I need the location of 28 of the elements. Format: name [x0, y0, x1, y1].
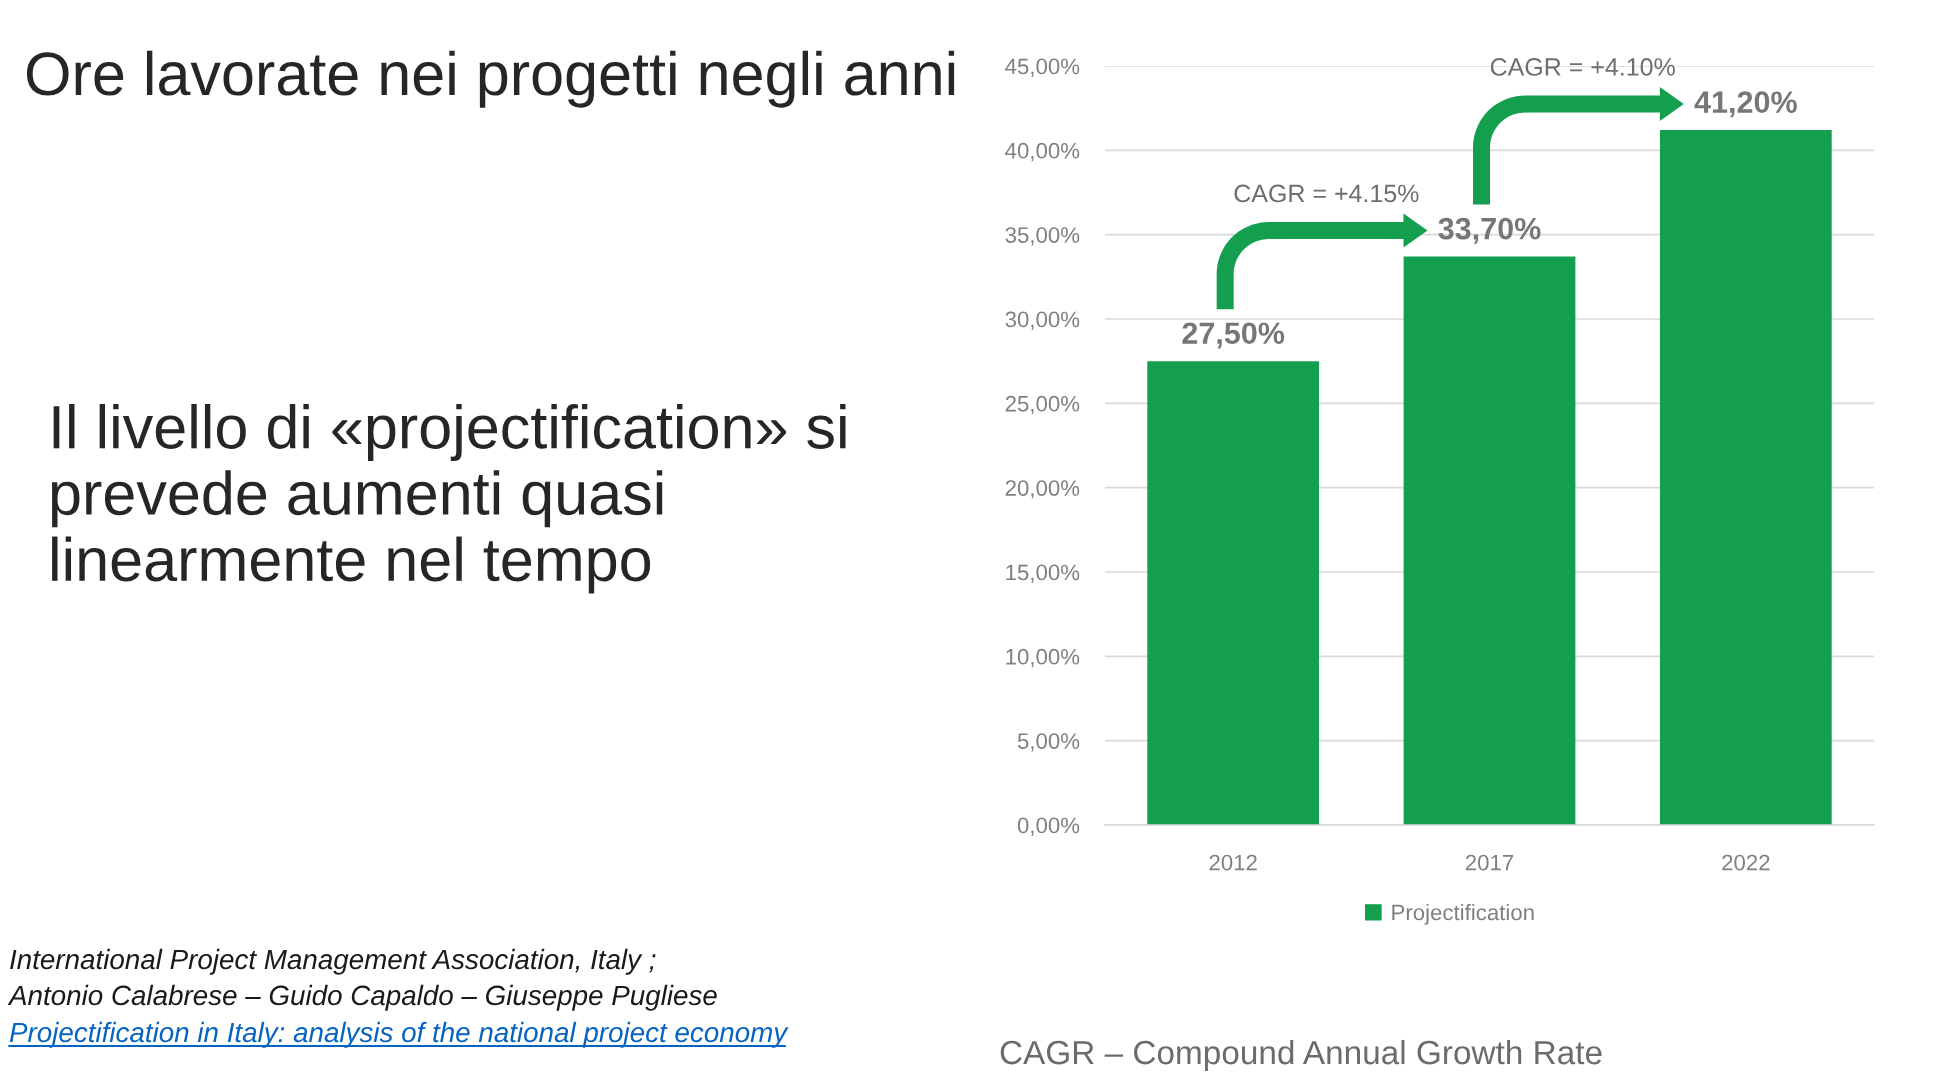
- bar: [1659, 130, 1832, 825]
- y-tick-label: 30,00%: [1005, 311, 1080, 330]
- y-tick-label: 5,00%: [1017, 733, 1080, 752]
- text: CAGR – Compound Annual Growth Rate: [1000, 1039, 1602, 1071]
- x-tick-label: 2012: [1209, 854, 1257, 871]
- y-tick-label: 0,00%: [1017, 817, 1080, 836]
- bar: [1147, 361, 1320, 825]
- text: International Project Management Association, Italy ;: [10, 948, 656, 975]
- y-tick-label: 15,00%: [1006, 564, 1080, 583]
- text: Il livello di «projectification» si prevede aumenti quasi linearmente nel tempo: [51, 404, 846, 594]
- text: Ore lavorate nei progetti negli anni: [26, 50, 955, 108]
- data-label: 41,20%: [1694, 91, 1797, 118]
- bar: [1403, 256, 1576, 825]
- annotation: CAGR = +4.10%: [1490, 58, 1675, 76]
- y-tick-label: 45,00%: [1005, 58, 1080, 77]
- x-tick-label: 2017: [1465, 854, 1514, 871]
- data-label: 33,70%: [1438, 217, 1541, 244]
- y-tick-label: 10,00%: [1006, 648, 1080, 668]
- x-tick-label: 2022: [1722, 854, 1770, 871]
- y-tick-label: 25,00%: [1005, 395, 1080, 415]
- text: Antonio Calabrese – Guido Capaldo – Giuseppe Pugliese: [7, 984, 717, 1011]
- data-label: 27,50%: [1182, 322, 1285, 349]
- y-tick-label: 20,00%: [1005, 480, 1080, 499]
- y-tick-label: 35,00%: [1005, 227, 1080, 246]
- text: Projectification in Italy: analysis of the national project economy: [9, 1021, 789, 1048]
- annotation: CAGR = +4.15%: [1234, 184, 1419, 203]
- y-tick-label: 40,00%: [1005, 142, 1080, 162]
- legend-label: Projectification: [1392, 904, 1534, 925]
